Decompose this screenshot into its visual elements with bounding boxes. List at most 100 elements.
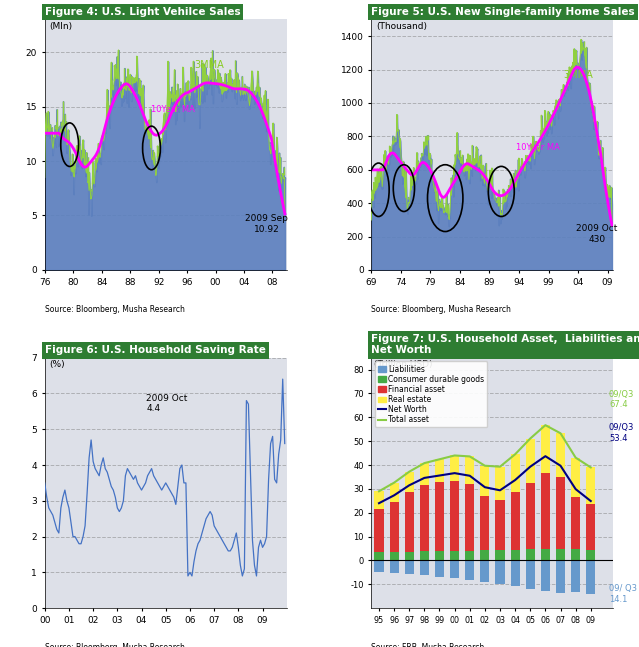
- Bar: [404, 560, 414, 574]
- Text: (Trillion USD): (Trillion USD): [374, 360, 433, 369]
- Net Worth: [557, 462, 564, 470]
- Bar: [374, 491, 383, 509]
- Bar: [586, 550, 596, 560]
- Line: Net Worth: Net Worth: [379, 456, 590, 503]
- Total asset: [557, 430, 564, 437]
- Net Worth: [572, 485, 580, 493]
- Total asset: [511, 450, 519, 458]
- Bar: [556, 433, 565, 477]
- Bar: [495, 466, 505, 500]
- Bar: [420, 463, 429, 485]
- Bar: [526, 549, 535, 560]
- Bar: [465, 560, 474, 580]
- Bar: [465, 551, 474, 560]
- Bar: [586, 467, 596, 505]
- Text: 09/Q3
53.4: 09/Q3 53.4: [609, 423, 635, 443]
- Bar: [404, 552, 414, 560]
- Text: Figure 5: U.S. New Single-family Home Sales: Figure 5: U.S. New Single-family Home Sa…: [371, 7, 635, 17]
- Text: 10Year MA: 10Year MA: [516, 143, 560, 151]
- Total asset: [481, 462, 489, 470]
- Total asset: [572, 454, 580, 461]
- Bar: [495, 550, 505, 560]
- Text: 3MMA: 3MMA: [563, 70, 593, 80]
- Bar: [495, 500, 505, 550]
- Bar: [541, 425, 550, 473]
- Total asset: [450, 452, 458, 459]
- Net Worth: [420, 474, 428, 482]
- Bar: [586, 560, 596, 594]
- Total asset: [527, 435, 534, 443]
- Text: 09/Q3
67.4: 09/Q3 67.4: [609, 390, 635, 410]
- Bar: [435, 551, 444, 560]
- Bar: [541, 473, 550, 549]
- Bar: [390, 483, 399, 502]
- Bar: [420, 551, 429, 560]
- Bar: [374, 509, 383, 552]
- Bar: [450, 481, 459, 551]
- Bar: [435, 482, 444, 551]
- Bar: [390, 560, 399, 573]
- Net Worth: [390, 492, 398, 499]
- Bar: [541, 560, 550, 591]
- Bar: [481, 466, 489, 496]
- Bar: [404, 472, 414, 492]
- Total asset: [420, 459, 428, 467]
- Bar: [511, 492, 520, 550]
- Text: Source: Bloomberg, Musha Research: Source: Bloomberg, Musha Research: [45, 305, 185, 314]
- Text: 09/ Q3
14.1: 09/ Q3 14.1: [609, 584, 637, 604]
- Bar: [481, 551, 489, 560]
- Text: 10Year MA: 10Year MA: [151, 105, 196, 114]
- Bar: [390, 552, 399, 560]
- Net Worth: [511, 476, 519, 484]
- Total asset: [466, 452, 473, 460]
- Bar: [556, 560, 565, 593]
- Bar: [526, 483, 535, 549]
- Total asset: [541, 421, 549, 429]
- Bar: [511, 454, 520, 492]
- Bar: [390, 502, 399, 552]
- Net Worth: [375, 499, 383, 507]
- Bar: [556, 477, 565, 549]
- Line: Total asset: Total asset: [379, 425, 590, 491]
- Bar: [374, 552, 383, 560]
- Net Worth: [541, 452, 549, 460]
- Total asset: [405, 468, 413, 476]
- Text: (Thousand): (Thousand): [376, 22, 427, 31]
- Bar: [450, 560, 459, 578]
- Text: Source: Bloomberg, Musha Research: Source: Bloomberg, Musha Research: [45, 643, 185, 647]
- Bar: [511, 550, 520, 560]
- Bar: [465, 456, 474, 484]
- Total asset: [390, 479, 398, 487]
- Text: Figure 4: U.S. Light Vehilce Sales: Figure 4: U.S. Light Vehilce Sales: [45, 7, 240, 17]
- Text: 2009 Sep
10.92: 2009 Sep 10.92: [245, 214, 288, 234]
- Text: Source: FRB, Musha Research: Source: FRB, Musha Research: [371, 643, 485, 647]
- Text: 2009 Oct
430: 2009 Oct 430: [576, 224, 618, 243]
- Net Worth: [527, 463, 534, 470]
- Bar: [481, 496, 489, 551]
- Total asset: [375, 487, 383, 495]
- Bar: [586, 505, 596, 550]
- Text: Figure 7: U.S. Household Asset,  Liabilities and
Net Worth: Figure 7: U.S. Household Asset, Liabilit…: [371, 334, 639, 355]
- Net Worth: [587, 497, 594, 505]
- Net Worth: [496, 487, 504, 494]
- Net Worth: [466, 472, 473, 479]
- Bar: [526, 439, 535, 483]
- Text: Figure 6: U.S. Household Saving Rate: Figure 6: U.S. Household Saving Rate: [45, 345, 266, 355]
- Text: Source: Bloomberg, Musha Research: Source: Bloomberg, Musha Research: [371, 305, 511, 314]
- Bar: [374, 560, 383, 573]
- Bar: [511, 560, 520, 586]
- Bar: [571, 457, 580, 497]
- Bar: [450, 551, 459, 560]
- Net Worth: [436, 472, 443, 479]
- Bar: [571, 549, 580, 560]
- Bar: [571, 497, 580, 549]
- Legend: Liabilities, Consumer durable goods, Financial asset, Real estate, Net Worth, To: Liabilities, Consumer durable goods, Fin…: [375, 362, 488, 427]
- Bar: [435, 560, 444, 576]
- Bar: [526, 560, 535, 589]
- Net Worth: [405, 481, 413, 489]
- Text: (%): (%): [50, 360, 65, 369]
- Bar: [556, 549, 565, 560]
- Bar: [435, 459, 444, 482]
- Net Worth: [450, 469, 458, 477]
- Bar: [420, 560, 429, 575]
